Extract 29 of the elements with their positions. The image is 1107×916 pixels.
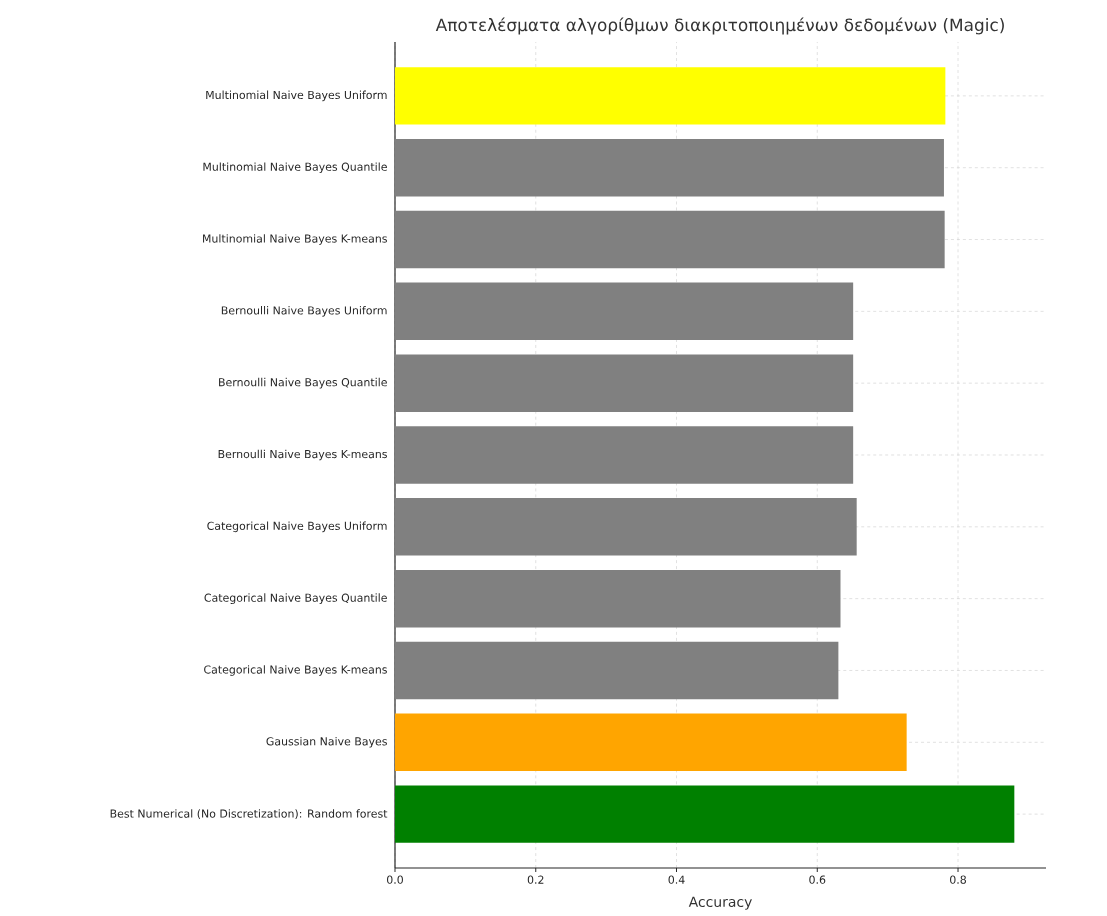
y-tick-label: Categorical Naive Bayes K-means [204, 665, 387, 676]
bar [395, 210, 945, 269]
x-tick-label: 0.4 [668, 875, 685, 884]
x-tick-label: 0.6 [809, 875, 826, 884]
bar [395, 426, 854, 484]
bar [395, 785, 1015, 843]
y-tick-label: Categorical Naive Bayes Uniform [207, 521, 387, 533]
bar [395, 67, 946, 125]
bar [395, 713, 907, 772]
x-tick-label: 0.8 [950, 875, 966, 884]
bar [395, 282, 854, 341]
y-tick-label: Categorical Naive Bayes Quantile [204, 593, 387, 604]
bar [395, 138, 944, 197]
y-tick-label: Multinomial Naive Bayes K-means [203, 234, 387, 245]
bar [395, 498, 857, 556]
bar [395, 569, 841, 628]
y-tick-label: Multinomial Naive Bayes Quantile [203, 162, 387, 173]
bar [395, 641, 839, 700]
y-tick-label: Gaussian Naive Bayes [266, 737, 387, 748]
y-tick-label: Best Numerical (No Discretization): Random forest [110, 809, 388, 820]
x-tick-label: 0.0 [387, 875, 403, 884]
x-tick-label: 0.2 [527, 875, 544, 884]
y-tick-label: Bernoulli Naive Bayes Quantile [219, 377, 387, 389]
y-tick-label: Multinomial Naive Bayes Uniform [206, 90, 387, 102]
chart-title: Αποτελέσματα αλγορίθμων διακριτοποιημένων δεδομένων (Magic) [435, 17, 1004, 35]
bar [395, 354, 854, 412]
x-axis-title: Accuracy [688, 896, 752, 910]
y-tick-label: Bernoulli Naive Bayes K-means [218, 449, 387, 461]
y-tick-label: Bernoulli Naive Bayes Uniform [221, 306, 387, 317]
